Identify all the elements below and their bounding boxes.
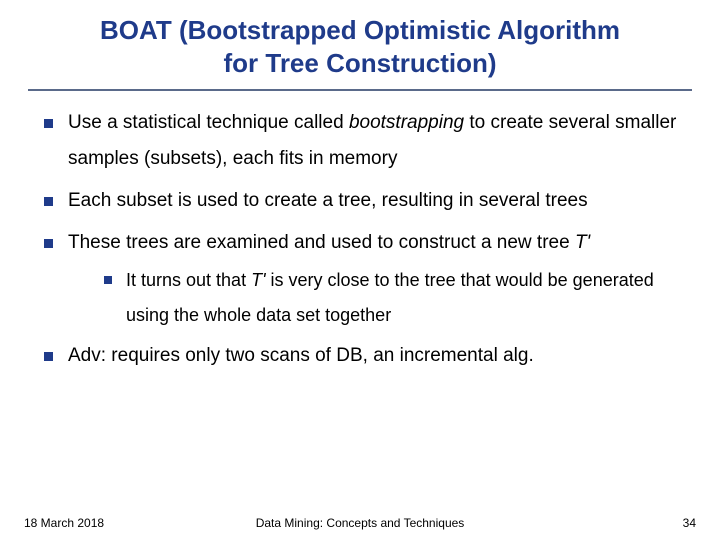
footer-date: 18 March 2018 [24, 516, 104, 530]
title-line-2: for Tree Construction) [48, 47, 672, 80]
bullet-text-pre: Adv: requires only two scans of DB, an i… [68, 345, 534, 366]
bullet-text-em: T' [251, 270, 265, 290]
footer-source: Data Mining: Concepts and Techniques [256, 516, 465, 530]
footer-page-number: 34 [683, 516, 696, 530]
bullet-text-em: T' [575, 232, 590, 253]
bullet-text-em: bootstrapping [349, 112, 464, 133]
bullet-text-pre: It turns out that [126, 270, 251, 290]
bullet-text-pre: Use a statistical technique called [68, 112, 349, 133]
list-item: Each subset is used to create a tree, re… [34, 183, 686, 219]
list-item: It turns out that T' is very close to th… [96, 263, 686, 331]
list-item: Use a statistical technique called boots… [34, 105, 686, 177]
bullet-text-pre: These trees are examined and used to con… [68, 232, 575, 253]
content-area: Use a statistical technique called boots… [28, 105, 692, 374]
bullet-text-pre: Each subset is used to create a tree, re… [68, 190, 588, 211]
bullet-list: Use a statistical technique called boots… [34, 105, 686, 374]
title-line-1: BOAT (Bootstrapped Optimistic Algorithm [100, 15, 620, 45]
list-item: Adv: requires only two scans of DB, an i… [34, 338, 686, 374]
footer: 18 March 2018 Data Mining: Concepts and … [0, 516, 720, 530]
sub-bullet-list: It turns out that T' is very close to th… [68, 263, 686, 331]
list-item: These trees are examined and used to con… [34, 225, 686, 331]
title-divider [28, 89, 692, 91]
slide: BOAT (Bootstrapped Optimistic Algorithm … [0, 0, 720, 540]
slide-title: BOAT (Bootstrapped Optimistic Algorithm … [28, 14, 692, 89]
